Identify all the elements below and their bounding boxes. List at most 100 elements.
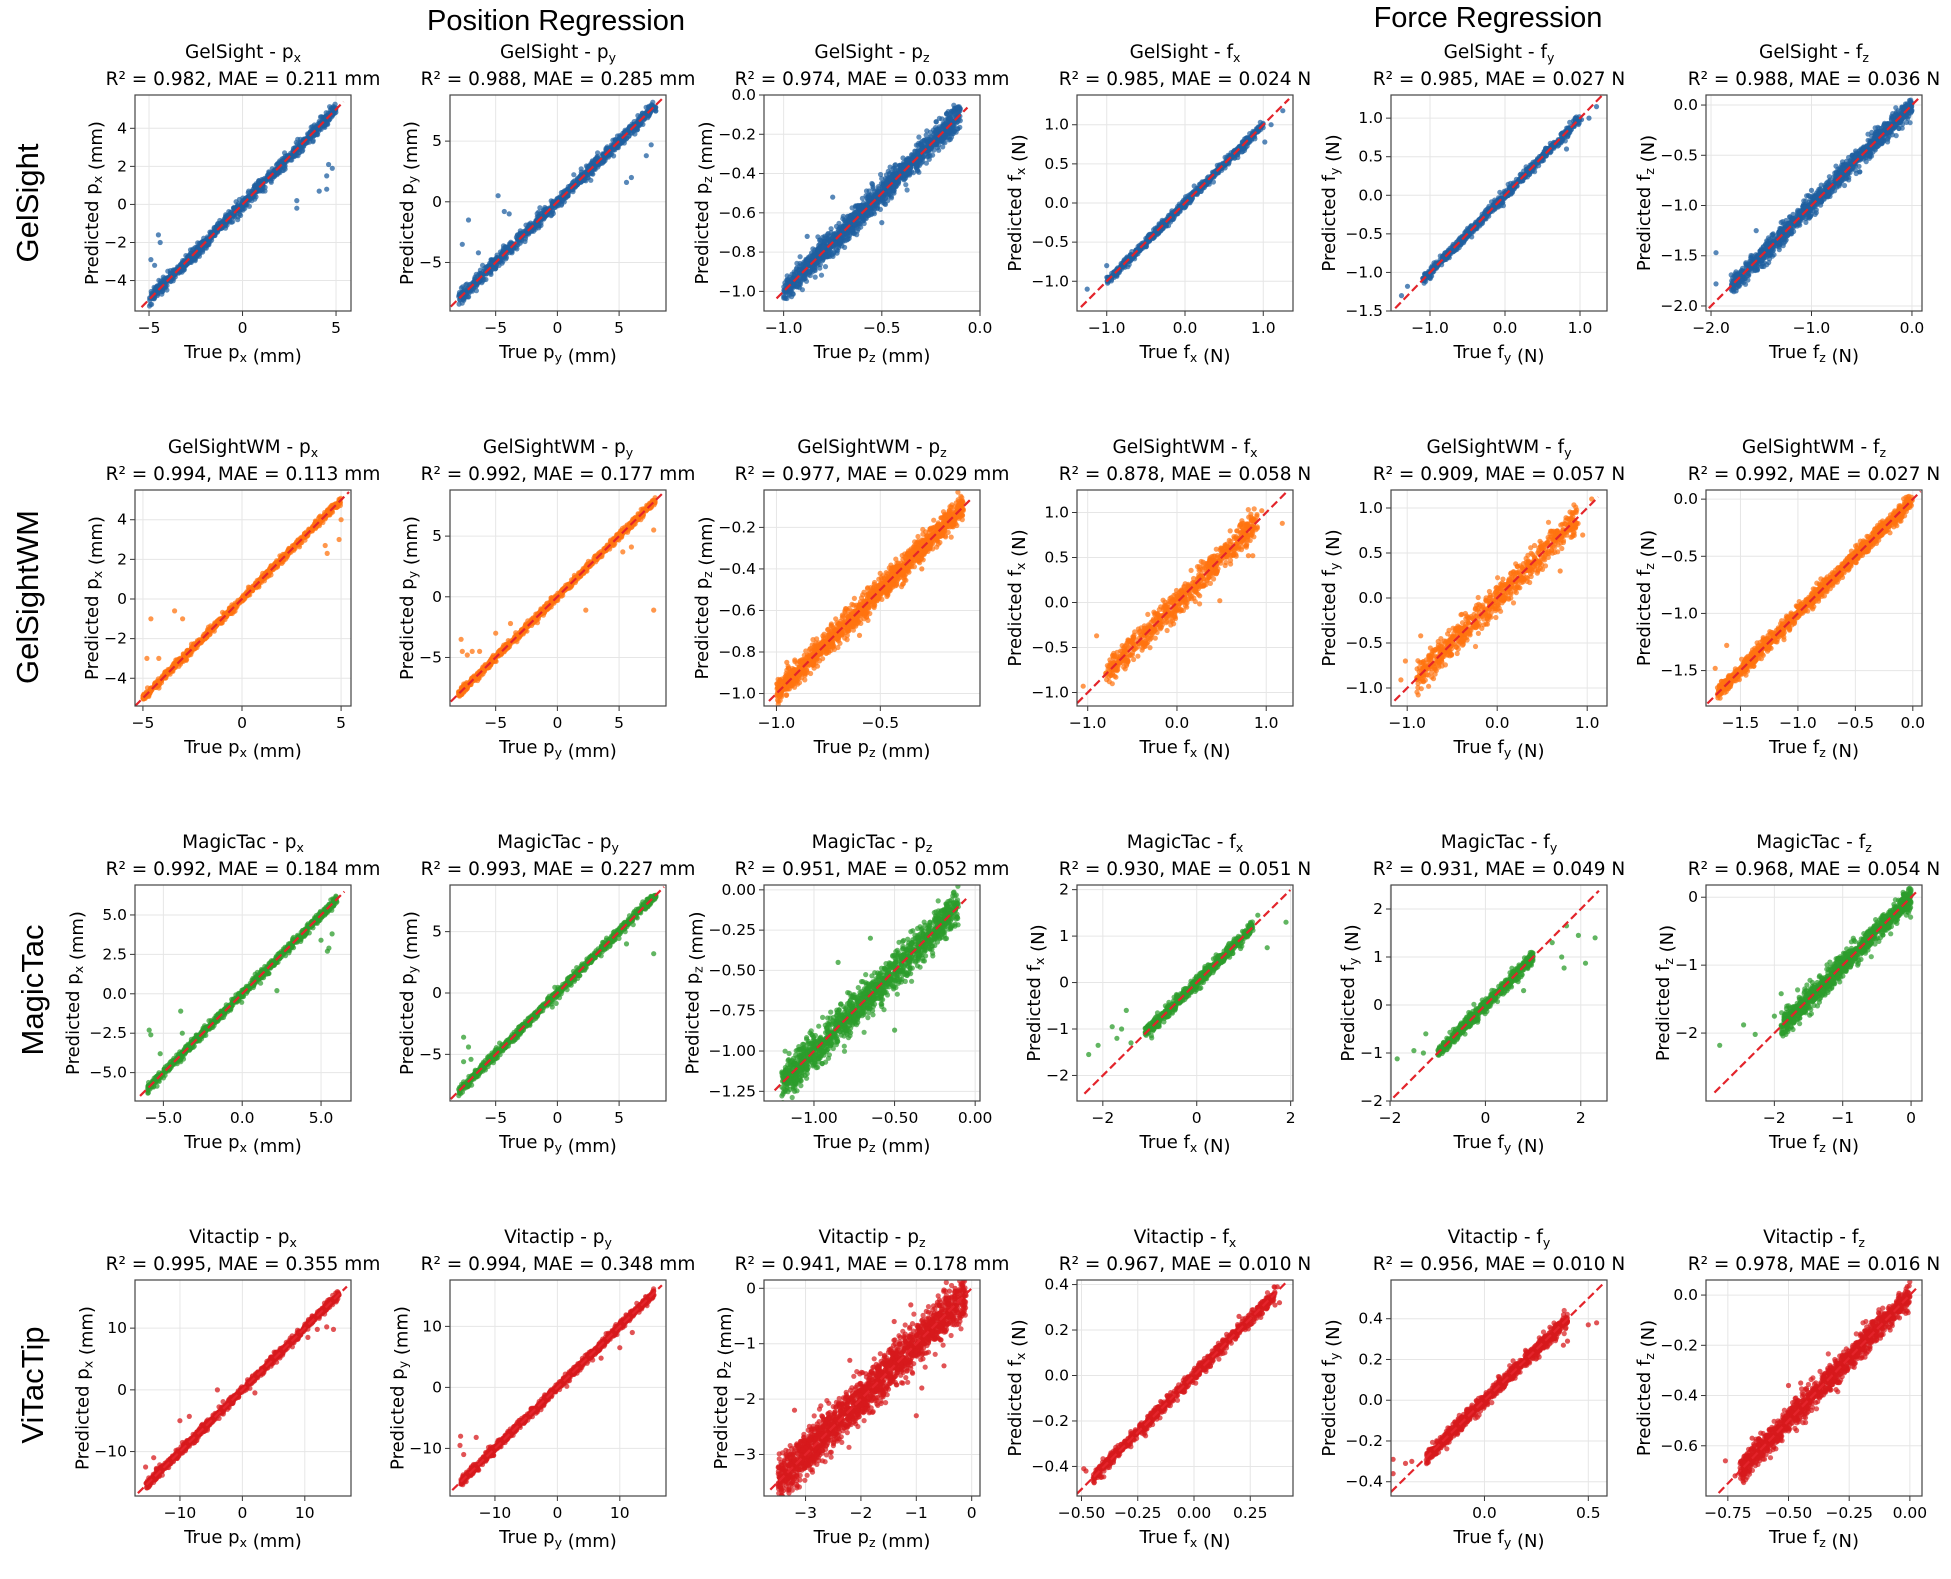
data-point (315, 132, 321, 138)
data-point (879, 176, 885, 182)
data-point-outlier (648, 142, 654, 148)
data-point-outlier (148, 257, 154, 263)
data-point-outlier (475, 250, 481, 256)
data-point (522, 236, 529, 242)
data-point-outlier (1398, 293, 1405, 299)
data-point (849, 226, 855, 232)
data-point (158, 278, 164, 284)
data-point (882, 184, 888, 190)
data-point-outlier (152, 262, 158, 268)
data-point (811, 251, 818, 258)
data-point (837, 237, 843, 243)
data-point (818, 272, 825, 278)
y-tick-label: −1.0 (1660, 197, 1698, 215)
data-point (957, 118, 963, 124)
data-point (836, 220, 842, 226)
y-tick-label: −1.0 (718, 282, 756, 300)
x-tick-label: 0 (552, 319, 562, 337)
axes-frame (449, 94, 667, 312)
data-point (947, 136, 954, 142)
data-point-outlier (830, 194, 836, 200)
y-axis-label: Predicted fx (N) (1005, 134, 1030, 271)
y-tick-label: −0.8 (718, 243, 756, 261)
data-point-outlier (324, 173, 330, 179)
data-point (1159, 220, 1165, 226)
data-point-outlier (1563, 146, 1570, 152)
x-tick-label: 5 (331, 319, 341, 337)
data-point (882, 201, 888, 207)
y-axis-label: Predicted pz (mm) (692, 121, 717, 284)
data-point (923, 132, 929, 138)
data-point (207, 229, 213, 235)
x-tick-label: 0.0 (1493, 319, 1518, 337)
data-point (945, 128, 951, 134)
data-point-outlier (643, 153, 649, 159)
data-point (831, 249, 837, 255)
x-tick-label: 5 (614, 319, 624, 337)
row-label-magictac: MagicTac (15, 925, 50, 1056)
data-point (935, 138, 942, 144)
data-point (492, 266, 498, 272)
data-point (904, 187, 910, 193)
axes-frame (134, 94, 352, 312)
data-point (1473, 219, 1479, 225)
subplot-metrics: R² = 0.985, MAE = 0.024 N (1059, 69, 1312, 90)
data-point (537, 205, 543, 211)
data-point (812, 274, 818, 280)
y-tick-label: 0.5 (1358, 148, 1383, 166)
x-axis-label: True px (mm) (183, 342, 302, 367)
y-tick-label: −0.4 (718, 165, 756, 183)
data-point (532, 224, 538, 230)
data-point (788, 276, 795, 282)
data-point (914, 168, 921, 174)
data-point (902, 170, 908, 176)
data-point (810, 246, 816, 252)
data-point (912, 148, 918, 154)
x-tick-label: −5 (484, 319, 507, 337)
data-point (844, 231, 850, 237)
data-point (943, 135, 950, 141)
data-point (842, 238, 849, 244)
data-point (943, 111, 950, 117)
y-tick-label: 0 (117, 195, 127, 213)
data-point-outlier (326, 161, 332, 168)
row-label-vitactip: ViTacTip (15, 1326, 50, 1443)
data-point (534, 211, 540, 217)
scatter-points (1084, 108, 1286, 292)
data-point (842, 244, 848, 250)
data-point (1109, 270, 1115, 276)
y-tick-label: −1.0 (1031, 272, 1069, 290)
data-point (255, 181, 261, 187)
y-axis-label: Predicted px (mm) (82, 121, 107, 285)
data-point (825, 230, 831, 237)
x-tick-label: 1.0 (1251, 319, 1276, 337)
data-point (1501, 195, 1507, 201)
data-point-outlier (316, 188, 322, 194)
data-point-outlier (1104, 263, 1110, 269)
data-point (200, 247, 206, 253)
data-point-outlier (501, 208, 507, 215)
data-point (791, 269, 797, 275)
data-point-outlier (1404, 283, 1411, 289)
data-point (280, 158, 286, 164)
data-point-outlier (628, 174, 635, 181)
data-point (806, 254, 812, 260)
data-point (310, 138, 316, 144)
data-point (1143, 235, 1149, 242)
identity-line (1394, 95, 1604, 309)
axes-frame (763, 94, 981, 312)
data-point (817, 237, 824, 243)
data-point (918, 146, 925, 152)
data-point (888, 193, 894, 199)
data-point (1235, 154, 1241, 161)
data-point (870, 186, 876, 192)
data-point (856, 203, 862, 209)
data-point-outlier (1268, 122, 1274, 128)
data-point (206, 241, 212, 247)
identity-line (775, 106, 969, 300)
x-tick-label: 0 (238, 319, 248, 337)
